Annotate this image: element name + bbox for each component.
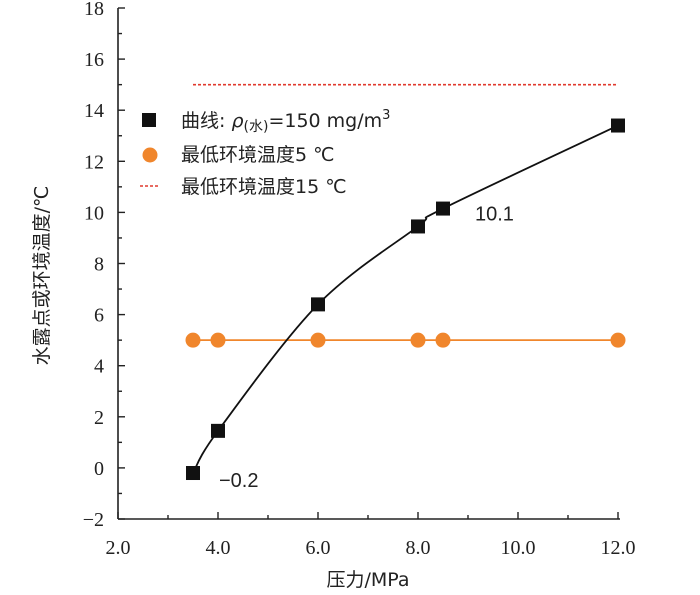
series-min5-point xyxy=(185,332,201,348)
y-tick-label: 10 xyxy=(84,202,104,224)
series-curve-point xyxy=(211,423,225,438)
x-tick-label: 4.0 xyxy=(206,537,231,559)
x-ticks: 2.0 4.0 6.0 8.0 10.0 12.0 xyxy=(106,512,636,559)
series-curve-point xyxy=(436,201,450,216)
y-tick-label: 14 xyxy=(84,100,104,122)
series-curve-point xyxy=(611,118,625,133)
x-tick-label: 2.0 xyxy=(106,537,131,559)
series-curve-point xyxy=(311,297,325,312)
y-tick-label: −2 xyxy=(83,509,104,531)
series-min5-point xyxy=(210,332,226,348)
legend-label-min15: 最低环境温度15 ℃ xyxy=(181,176,347,198)
y-tick-label: 0 xyxy=(94,458,104,480)
legend: 曲线: ρ(水)=150 mg/m3 最低环境温度5 ℃ 最低环境温度15 ℃ xyxy=(140,108,390,198)
x-tick-label: 8.0 xyxy=(406,537,431,559)
x-tick-label: 6.0 xyxy=(306,537,331,559)
y-tick-label: 2 xyxy=(94,407,104,429)
y-tick-label: 8 xyxy=(94,254,104,276)
series-curve-point xyxy=(411,219,425,234)
x-tick-label: 10.0 xyxy=(501,537,536,559)
legend-label-min5: 最低环境温度5 ℃ xyxy=(181,144,334,166)
annotations: −0.2 10.1 xyxy=(219,204,514,492)
annotation-min-value: −0.2 xyxy=(219,470,258,492)
y-ticks: −2 0 2 4 6 8 10 12 14 16 18 xyxy=(83,0,125,531)
y-tick-label: 4 xyxy=(94,356,104,378)
x-axis-label: 压力/MPa xyxy=(326,569,409,591)
y-axis-label: 水露点或环境温度/℃ xyxy=(31,186,53,366)
plot-area xyxy=(185,83,626,481)
y-tick-label: 6 xyxy=(94,305,104,327)
series-min5-point xyxy=(610,332,626,348)
y-tick-label: 18 xyxy=(84,0,104,20)
series-curve-point xyxy=(186,466,200,481)
annotation-mid-value: 10.1 xyxy=(475,204,514,226)
y-tick-label: 16 xyxy=(84,49,104,71)
legend-marker-circle xyxy=(142,147,158,163)
series-min5-point xyxy=(435,332,451,348)
y-tick-label: 12 xyxy=(84,151,104,173)
legend-marker-square xyxy=(142,113,156,127)
x-tick-label: 12.0 xyxy=(601,537,636,559)
legend-label-curve: 曲线: ρ(水)=150 mg/m3 xyxy=(181,108,390,135)
series-min5-point xyxy=(310,332,326,348)
series-min5-point xyxy=(410,332,426,348)
